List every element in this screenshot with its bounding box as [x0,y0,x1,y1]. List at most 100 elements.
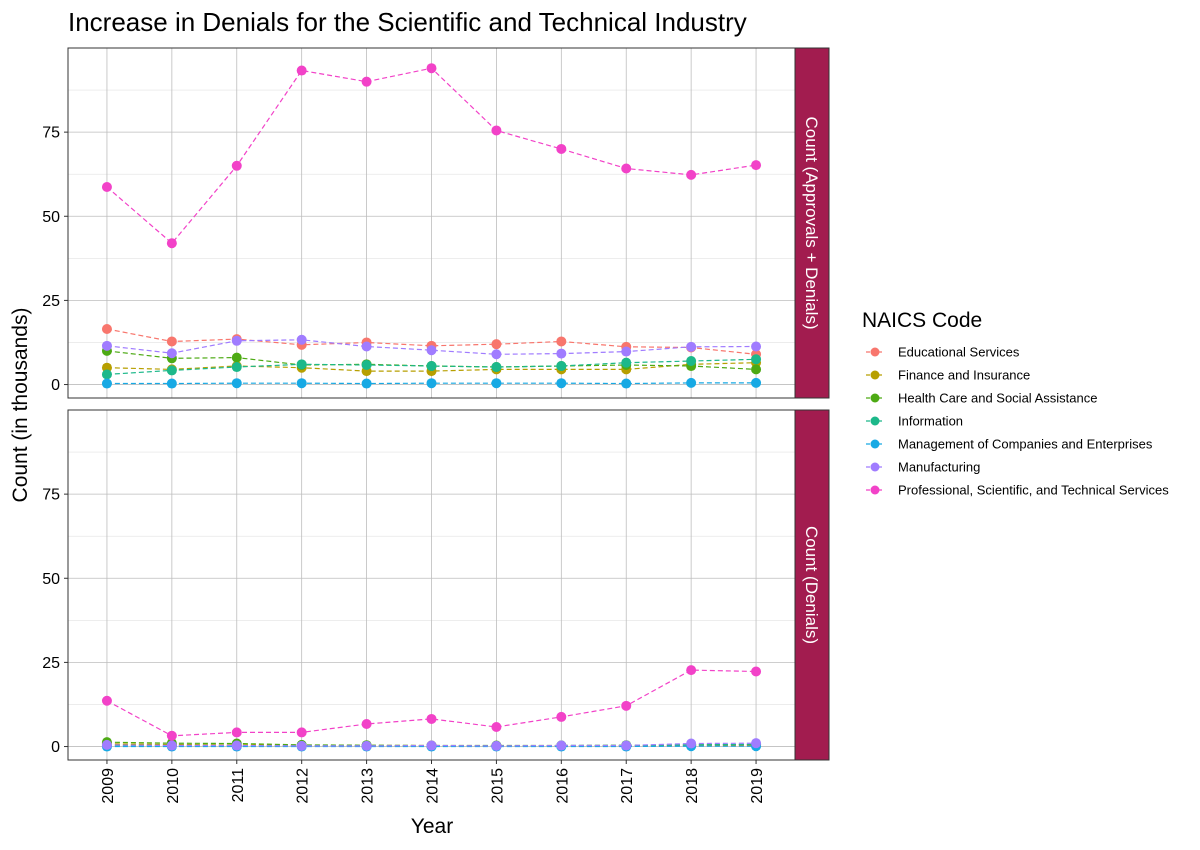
data-point [491,378,502,389]
data-point [101,181,112,192]
facet-strip [794,47,830,399]
data-point [491,740,502,751]
x-tick-label: 2011 [230,768,247,803]
data-point [231,378,242,389]
data-point [296,359,307,370]
legend-key-point [870,439,880,449]
data-point [296,65,307,76]
data-point [621,163,632,174]
data-point [231,335,242,346]
y-tick-label: 0 [51,377,60,394]
data-point [491,339,502,350]
x-tick-label: 2017 [619,768,636,804]
x-tick-label: 2012 [295,768,312,804]
series-manufacturing [101,334,762,360]
legend-item: Educational Services [866,345,1020,360]
panel-2: 0 25 50 75 Count (Denials) [42,409,830,761]
data-point [621,740,632,751]
data-point [621,357,632,368]
legend-key-point [870,393,880,403]
panel-1: 0 25 50 75 Count (Approvals + Denials) [42,47,830,399]
x-tick-label: 2013 [360,768,377,804]
y-tick-label: 25 [42,655,60,672]
x-tick-label: 2010 [165,768,182,804]
x-axis-title: Year [411,815,453,838]
legend: NAICS Code Educational Services Finance a… [862,309,1169,498]
data-point [101,695,112,706]
series-line [106,669,757,737]
legend-label: Information [898,414,963,429]
data-point [166,238,177,249]
y-axis-title: Count (in thousands) [9,308,32,503]
data-point [101,340,112,351]
data-point [166,336,177,347]
facet-strip-label: Count (Denials) [802,526,821,644]
data-point [556,711,567,722]
data-point [751,364,762,375]
data-point [621,378,632,389]
data-point [621,700,632,711]
legend-item: Health Care and Social Assistance [866,391,1097,406]
data-point [166,740,177,751]
legend-key-point [870,370,880,380]
data-point [361,718,372,729]
data-point [101,369,112,380]
x-tick-label: 2019 [749,768,766,804]
data-point [556,336,567,347]
series-professional-scientific-and-technical-services [101,63,762,249]
data-point [751,354,762,365]
legend-label: Management of Companies and Enterprises [898,437,1153,452]
x-tick-label: 2009 [100,768,117,804]
y-tick-label: 75 [42,125,60,142]
y-tick-label: 75 [42,487,60,504]
data-point [296,727,307,738]
series-line [106,350,757,370]
data-point [491,722,502,733]
data-point [166,365,177,376]
x-axis: 2009 2010 2011 2012 2013 2014 2015 2016 2017 2018… [100,760,766,804]
data-point [426,345,437,356]
data-point [556,361,567,372]
data-point [231,160,242,171]
legend-label: Finance and Insurance [898,368,1030,383]
data-point [166,378,177,389]
data-point [426,740,437,751]
legend-label: Professional, Scientific, and Technical … [898,483,1169,498]
y-tick-label: 50 [42,571,60,588]
facet-strip [794,409,830,761]
legend-key-point [870,416,880,426]
series-management-of-companies-and-enterprises [101,377,762,389]
data-point [101,378,112,389]
data-point [231,740,242,751]
chart-panels: 0 25 50 75 Count (Approvals + Denials) 0 25 50 7… [42,47,830,761]
legend-key-point [870,347,880,357]
panel-grid [68,410,795,760]
data-point [296,740,307,751]
data-point [296,334,307,345]
legend-title: NAICS Code [862,309,982,332]
data-point [621,346,632,357]
data-point [361,360,372,371]
data-point [686,738,697,749]
legend-label: Educational Services [898,345,1020,360]
data-point [231,362,242,373]
data-point [491,349,502,360]
data-point [426,361,437,372]
data-point [751,160,762,171]
data-point [296,378,307,389]
data-point [686,169,697,180]
legend-item: Finance and Insurance [866,368,1030,383]
data-point [101,324,112,335]
data-point [556,143,567,154]
data-point [556,348,567,359]
x-tick-label: 2015 [489,768,506,804]
data-point [166,348,177,359]
legend-label: Health Care and Social Assistance [898,391,1097,406]
data-point [361,740,372,751]
data-point [361,76,372,87]
data-point [751,738,762,749]
legend-key-point [870,462,880,472]
y-tick-label: 25 [42,293,60,310]
x-tick-label: 2016 [554,768,571,804]
